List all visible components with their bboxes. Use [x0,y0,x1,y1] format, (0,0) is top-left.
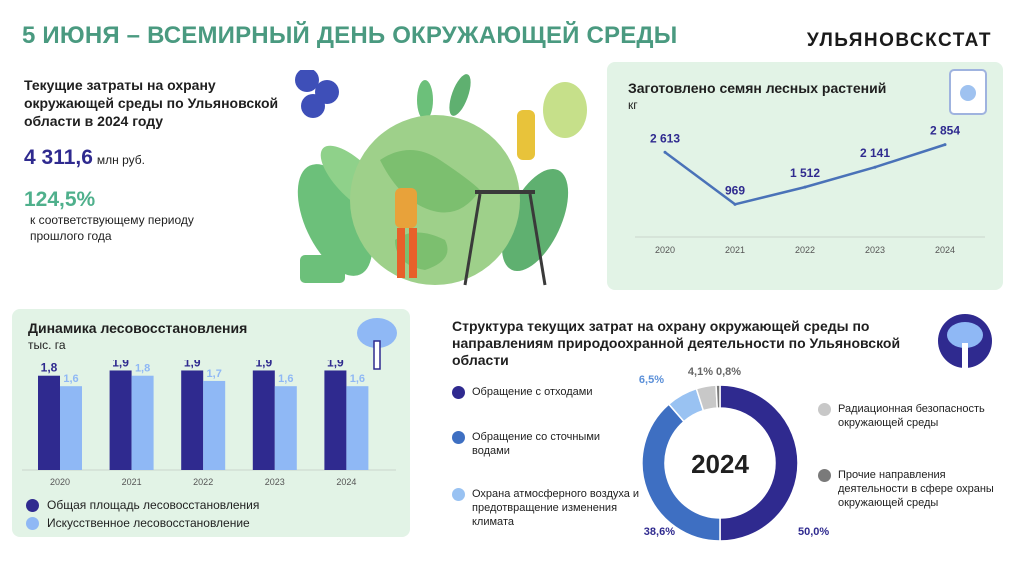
bar-label-total-2022: 1,9 [184,360,201,369]
pie-legend-other-label: Прочие направления деятельности в сфере … [838,469,994,509]
pie-legend-water: Обращение со сточными водами [452,430,622,458]
costs-percent: 124,5% [24,188,96,211]
legend-total-swatch [26,499,39,513]
bar-x-tick-2024: 2024 [336,477,356,487]
pie-legend-air-label: Охрана атмосферного воздуха и предотвращ… [472,488,640,528]
pie-title: Структура текущих затрат на охрану окруж… [452,318,901,368]
seeds-value-label-2024: 2 854 [930,124,960,138]
seeds-value-label-2020: 2 613 [650,131,680,145]
donut-slice-other [715,384,721,409]
seeds-x-tick-2021: 2021 [725,245,745,255]
donut-label-waste: 50,0% [798,526,829,538]
seeds-point-2024 [943,143,947,147]
bar-total-2020 [38,375,60,470]
donut-label-other: 0,8% [716,366,741,378]
page-title: 5 ИЮНЯ – ВСЕМИРНЫЙ ДЕНЬ ОКРУЖАЮЩЕЙ СРЕДЫ [22,22,678,49]
seeds-point-2023 [873,165,877,169]
bar-artificial-2020 [60,386,82,470]
seeds-x-tick-2020: 2020 [655,245,675,255]
donut-label-water: 38,6% [644,526,675,538]
seeds-point-2021 [733,202,737,206]
pie-legend-water-swatch [452,431,465,444]
bar-label-total-2020: 1,8 [41,361,58,375]
donut-center-label: 2024 [691,449,749,479]
bar-artificial-2024 [346,386,369,470]
seeds-line-chart: 2 613 2020 969 2021 1 512 2022 2 141 2023 2 854 2… [635,124,985,255]
pie-legend-rad-swatch [818,403,831,416]
pie-legend-waste-label: Обращение с отходами [472,386,593,398]
bar-label-artificial-2021: 1,8 [135,363,150,375]
seeds-x-tick-2022: 2022 [795,245,815,255]
brand-logo-text: УЛЬЯНОВСКСТАТ [806,30,992,51]
costs-donut-chart: 50,0% 38,6% 6,5% 4,1% 0,8% 2024 [639,366,829,542]
donut-label-rad: 4,1% [688,366,713,378]
seeds-value-label-2021: 969 [725,183,745,197]
legend-artificial-label: Искусственное лесовосстановление [47,516,250,530]
coin-icon [295,70,319,92]
bar-label-artificial-2022: 1,7 [207,368,222,380]
person-figure [395,188,417,228]
seeds-value-label-2022: 1 512 [790,166,820,180]
pie-legend-waste-swatch [452,386,465,399]
seeds-x-tick-2023: 2023 [865,245,885,255]
seeds-title: Заготовлено семян лесных растений [628,80,887,96]
bar-artificial-2023 [274,386,297,470]
costs-value: 4 311,6 [24,146,93,169]
seeds-panel [607,62,1003,290]
legend-artificial: Искусственное лесовосстановление [26,516,250,531]
watering-can-icon [300,255,345,283]
costs-percent-note: к соответствующему периоду прошлого года [30,213,194,243]
bar-total-2024 [324,370,347,470]
bar-artificial-2022 [203,380,226,470]
legend-total: Общая площадь лесовосстановления [26,498,260,513]
seed-bag-icon [949,69,987,115]
bar-x-tick-2021: 2021 [122,477,142,487]
bar-total-2022 [181,370,204,470]
bar-artificial-2021 [131,375,154,470]
pie-legend-other: Прочие направления деятельности в сфере … [818,468,1008,510]
seeds-value-label-2023: 2 141 [860,146,890,160]
bar-x-tick-2020: 2020 [50,477,70,487]
balloon-icon [543,82,587,138]
bar-total-2023 [252,370,275,470]
globe-illustration [295,70,587,286]
pie-legend-air-swatch [452,488,465,501]
seeds-point-2020 [663,150,667,154]
reforestation-unit: тыс. га [28,338,66,352]
bar-label-artificial-2023: 1,6 [278,373,293,385]
reforestation-title: Динамика лесовосстановления [28,320,248,336]
bar-label-total-2024: 1,9 [327,360,344,369]
donut-label-air: 6,5% [639,374,664,386]
pie-legend-rad-label: Радиационная безопасность окружающей сре… [838,403,985,429]
tree-blue-icon [938,314,992,369]
legend-total-label: Общая площадь лесовосстановления [47,498,260,512]
bar-x-tick-2023: 2023 [265,477,285,487]
reforestation-bar-chart: 1,8 1,6 2020 1,9 1,8 2021 1,9 1,7 2022 1,9 1,6 2023… [22,360,396,487]
legend-artificial-swatch [26,517,39,531]
donut-slice-waste [719,384,799,542]
bar-label-total-2023: 1,9 [255,360,272,369]
bar-label-total-2021: 1,9 [112,360,129,369]
bar-label-artificial-2020: 1,6 [63,373,78,385]
bar-label-artificial-2024: 1,6 [350,373,365,385]
seeds-x-tick-2024: 2024 [935,245,955,255]
pie-legend-water-label: Обращение со сточными водами [472,431,601,457]
pie-legend-rad: Радиационная безопасность окружающей сре… [818,402,1008,430]
seeds-unit: кг [628,98,638,112]
bar-x-tick-2022: 2022 [193,477,213,487]
costs-unit: млн руб. [96,153,145,167]
seeds-point-2022 [803,185,807,189]
pie-legend-air: Охрана атмосферного воздуха и предотвращ… [452,487,642,529]
costs-value-block: 4 311,6 млн руб. [24,146,145,170]
bar-total-2021 [109,370,132,470]
pie-legend-other-swatch [818,469,831,482]
pie-legend-waste: Обращение с отходами [452,385,622,399]
costs-heading: Текущие затраты на охрану окружающей сре… [24,77,279,129]
tree-icon [357,318,397,370]
